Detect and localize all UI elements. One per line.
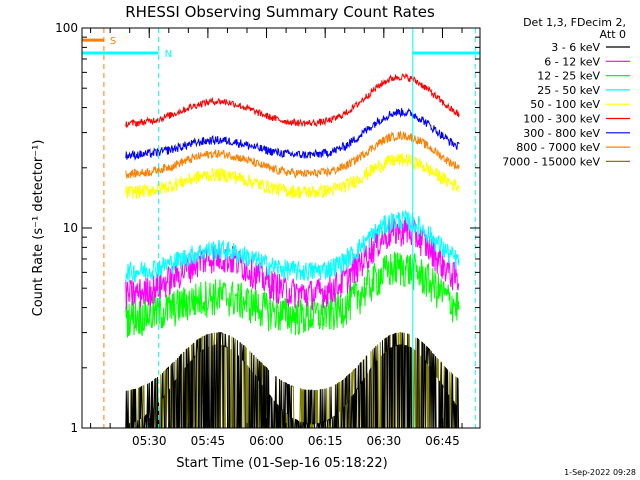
axes: 1 10 100 05:30 05:45 06:00 06:15 06:30 06:45 xyxy=(55,21,480,448)
legend-label-25-50-kev: 25 - 50 keV xyxy=(537,84,600,97)
x-tick-label: 06:00 xyxy=(249,434,284,448)
series-line-100-300-kev xyxy=(125,72,460,129)
generated-timestamp: 1-Sep-2022 09:28 xyxy=(564,468,636,477)
x-axis-label: Start Time (01-Sep-16 05:18:22) xyxy=(176,456,387,471)
legend-label-3-6-kev: 3 - 6 keV xyxy=(551,41,600,54)
plot-area: SN xyxy=(82,28,480,429)
x-tick-label: 06:30 xyxy=(367,434,402,448)
legend-label-50-100-kev: 50 - 100 keV xyxy=(530,98,600,111)
series-line-12-25-kev xyxy=(125,251,460,338)
series-line-800-7000-kev xyxy=(125,130,460,179)
legend-label-12-25-kev: 12 - 25 keV xyxy=(537,70,600,83)
x-tick-label: 05:30 xyxy=(132,434,167,448)
legend-label-300-800-kev: 300 - 800 keV xyxy=(523,127,600,140)
y-axis-label: Count Rate (s⁻¹ detector⁻¹) xyxy=(31,140,46,317)
series-line-300-800-kev xyxy=(125,107,460,162)
y-tick-label: 100 xyxy=(55,21,78,35)
legend-header-line-2: Att 0 xyxy=(600,28,626,41)
x-tick-label: 05:45 xyxy=(191,434,226,448)
chart-title: RHESSI Observing Summary Count Rates xyxy=(125,3,435,21)
legend-label-100-300-kev: 100 - 300 keV xyxy=(523,113,600,126)
y-tick-label: 10 xyxy=(63,221,78,235)
x-tick-label: 06:15 xyxy=(308,434,343,448)
legend-label-6-12-kev: 6 - 12 keV xyxy=(544,55,600,68)
marker-label-n: N xyxy=(165,49,172,60)
x-tick-label: 06:45 xyxy=(425,434,460,448)
legend-header-line-1: Det 1,3, FDecim 2, xyxy=(523,16,626,29)
legend-label-7000-15000-kev: 7000 - 15000 keV xyxy=(502,155,600,168)
legend-label-800-7000-kev: 800 - 7000 keV xyxy=(516,141,600,154)
series-line-6-12-kev xyxy=(125,217,460,311)
series-line-25-50-kev xyxy=(125,210,460,283)
y-tick-label: 1 xyxy=(70,421,78,435)
series-line-50-100-kev xyxy=(125,152,460,200)
marker-label-s: S xyxy=(110,36,116,47)
